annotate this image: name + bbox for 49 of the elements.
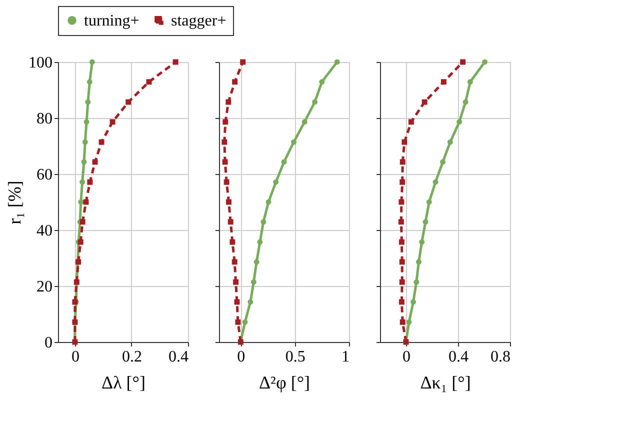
point [222,139,228,145]
point [233,279,239,285]
point [234,299,240,305]
point [248,299,254,305]
x-tick-label: 0 [237,348,246,366]
x-tick-label: 0.2 [122,348,142,366]
point [302,119,308,125]
y-tick-label: 40 [36,222,52,240]
point [291,139,296,145]
point [230,239,236,245]
point [224,179,230,185]
point [232,79,238,85]
x-axis-title: Δλ [°] [102,372,146,392]
point [228,219,234,225]
point [235,319,241,325]
point [222,159,228,165]
y-axis-title: r₁ [%] [4,180,24,224]
x-axis-title: Δκ₁ [°] [420,372,471,392]
point [232,259,238,265]
point [257,239,263,245]
x-tick-label: 0.5 [285,348,306,366]
y-tick-label: 60 [36,166,52,184]
point [250,279,256,285]
x-tick-label: 0.4 [448,348,468,366]
x-tick-label: 0.4 [168,348,188,366]
point [273,179,279,185]
point [334,59,340,65]
point [319,79,325,85]
point [222,119,228,125]
point [226,199,232,205]
point [312,99,318,105]
x-tick-label: 0.8 [490,348,510,366]
legend-label: turning+ [84,12,140,30]
y-tick-label: 100 [28,54,52,72]
x-tick-label: 1 [342,348,350,366]
point [240,59,246,65]
y-tick-label: 20 [36,278,52,296]
legend-label: stagger+ [171,12,226,30]
point [226,99,232,105]
x-tick-label: 0 [402,348,410,366]
point [281,159,287,165]
point [254,259,260,265]
x-tick-label: 0 [71,348,80,366]
y-tick-label: 80 [36,110,52,128]
x-axis-title: Δ²φ [°] [258,372,310,392]
point [266,199,272,205]
point [260,219,266,225]
point [242,319,248,325]
y-tick-label: 0 [44,334,52,352]
